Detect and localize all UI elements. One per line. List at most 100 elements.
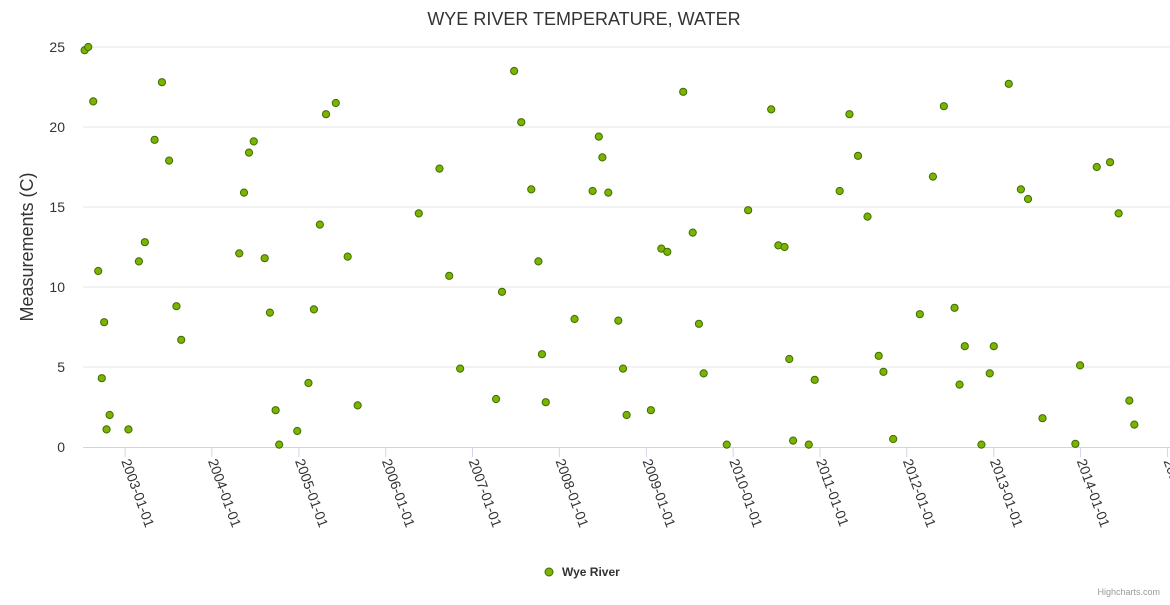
data-point[interactable] <box>172 302 181 311</box>
data-point[interactable] <box>699 369 708 378</box>
data-point[interactable] <box>853 151 863 160</box>
data-point[interactable] <box>315 220 324 229</box>
data-point[interactable] <box>414 209 423 218</box>
data-point[interactable] <box>94 266 103 276</box>
credits-link[interactable]: Highcharts.com <box>1097 587 1160 597</box>
data-point[interactable] <box>955 380 964 389</box>
data-point[interactable] <box>100 318 109 327</box>
x-tick-label: 2008-01-01 <box>553 457 593 530</box>
data-point[interactable] <box>517 118 526 127</box>
data-point[interactable] <box>150 135 159 144</box>
x-tick-label: 2013-01-01 <box>987 457 1027 530</box>
data-point[interactable] <box>1076 361 1085 370</box>
data-point[interactable] <box>989 342 998 351</box>
data-point[interactable] <box>594 132 603 141</box>
data-point[interactable] <box>497 287 507 296</box>
data-point[interactable] <box>863 212 872 221</box>
data-point[interactable] <box>260 254 269 263</box>
data-point[interactable] <box>618 364 628 373</box>
data-point[interactable] <box>614 316 623 325</box>
data-point[interactable] <box>722 440 731 449</box>
data-point[interactable] <box>835 186 844 196</box>
data-point[interactable] <box>804 440 813 449</box>
data-point[interactable] <box>694 319 704 328</box>
data-point[interactable] <box>939 102 948 111</box>
data-point[interactable] <box>950 303 959 312</box>
x-tick-label: 2010-01-01 <box>726 457 766 530</box>
data-point[interactable] <box>510 66 519 76</box>
data-point[interactable] <box>588 186 597 196</box>
data-point[interactable] <box>622 410 631 420</box>
legend-item-wye-river[interactable]: Wye River <box>562 565 620 579</box>
data-point[interactable] <box>785 354 794 364</box>
data-point[interactable] <box>570 314 579 324</box>
data-point[interactable] <box>1004 79 1013 88</box>
data-point[interactable] <box>810 375 819 384</box>
y-tick-label: 0 <box>57 439 65 455</box>
data-point[interactable] <box>304 378 313 388</box>
data-point[interactable] <box>679 87 688 96</box>
data-point[interactable] <box>1038 414 1047 423</box>
data-point[interactable] <box>985 369 994 378</box>
data-point[interactable] <box>915 310 924 319</box>
data-point[interactable] <box>1092 162 1101 172</box>
data-point[interactable] <box>309 305 319 314</box>
data-point[interactable] <box>527 185 536 194</box>
data-point[interactable] <box>343 252 352 261</box>
data-point[interactable] <box>646 406 655 415</box>
data-point[interactable] <box>1071 439 1080 448</box>
legend[interactable]: Wye River <box>544 565 620 579</box>
data-point[interactable] <box>140 238 149 247</box>
data-point[interactable] <box>960 342 969 351</box>
data-point[interactable] <box>845 110 854 119</box>
data-point[interactable] <box>977 440 986 449</box>
data-point[interactable] <box>164 156 174 165</box>
data-point[interactable] <box>788 436 798 445</box>
data-point[interactable] <box>435 164 444 173</box>
data-point[interactable] <box>1130 420 1139 429</box>
data-point[interactable] <box>1023 194 1033 204</box>
data-point[interactable] <box>537 350 547 359</box>
data-point[interactable] <box>604 188 613 197</box>
data-point[interactable] <box>271 406 280 415</box>
data-point[interactable] <box>244 148 254 157</box>
series-wye-river[interactable] <box>80 42 1139 449</box>
data-point[interactable] <box>688 228 697 237</box>
data-point[interactable] <box>239 188 249 197</box>
data-point[interactable] <box>889 434 898 444</box>
data-point[interactable] <box>874 351 883 360</box>
data-point[interactable] <box>275 440 284 449</box>
data-point[interactable] <box>1125 396 1134 405</box>
data-point[interactable] <box>105 410 114 420</box>
data-point[interactable] <box>331 98 340 108</box>
data-point[interactable] <box>293 426 302 436</box>
data-point[interactable] <box>97 374 106 383</box>
data-point[interactable] <box>249 137 258 146</box>
data-point[interactable] <box>321 110 331 119</box>
data-point[interactable] <box>177 335 186 344</box>
data-point[interactable] <box>157 78 167 87</box>
data-point[interactable] <box>534 257 543 266</box>
data-point[interactable] <box>879 367 888 376</box>
data-point[interactable] <box>744 206 753 215</box>
data-point[interactable] <box>124 425 133 434</box>
data-point[interactable] <box>102 425 111 434</box>
data-point[interactable] <box>598 153 607 162</box>
data-point[interactable] <box>780 242 789 252</box>
data-point[interactable] <box>663 247 672 256</box>
data-point[interactable] <box>134 257 143 266</box>
data-point[interactable] <box>456 364 465 373</box>
data-point[interactable] <box>445 271 454 280</box>
data-point[interactable] <box>89 97 98 106</box>
data-point[interactable] <box>265 308 275 317</box>
data-point[interactable] <box>1016 185 1025 194</box>
data-point[interactable] <box>491 394 501 404</box>
data-point[interactable] <box>84 42 93 52</box>
data-point[interactable] <box>1105 158 1115 167</box>
data-point[interactable] <box>928 172 938 181</box>
data-point[interactable] <box>541 398 550 407</box>
data-point[interactable] <box>353 401 362 410</box>
data-point[interactable] <box>767 105 776 114</box>
data-point[interactable] <box>1114 209 1123 218</box>
data-point[interactable] <box>235 249 244 258</box>
